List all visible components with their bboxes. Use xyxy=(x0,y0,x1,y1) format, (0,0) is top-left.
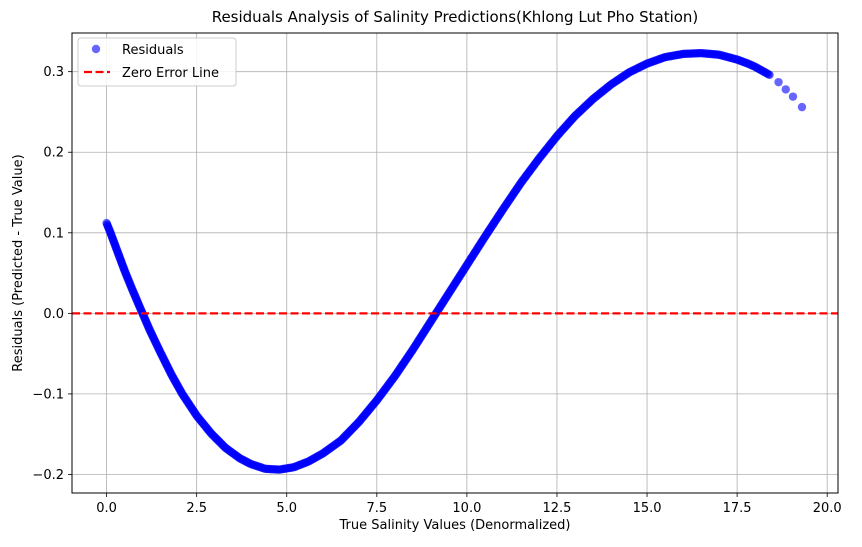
x-tick-label: 17.5 xyxy=(723,501,752,516)
y-tick-label: 0.0 xyxy=(43,307,64,322)
legend-residuals-marker xyxy=(91,44,101,54)
ticks: 0.0 2.5 5.0 7.5 10.0 12.5 15.0 17.5 20.0 −0.2 −0.1… xyxy=(32,65,841,516)
legend-zero-line-label: Zero Error Line xyxy=(122,66,219,81)
x-tick-label: 0.0 xyxy=(96,501,117,516)
residual-point xyxy=(781,85,790,94)
x-tick-label: 20.0 xyxy=(813,501,842,516)
residual-point xyxy=(797,102,807,112)
residual-point xyxy=(774,77,783,87)
legend-residuals-label: Residuals xyxy=(122,43,184,58)
x-tick-label: 7.5 xyxy=(366,501,387,516)
x-tick-label: 5.0 xyxy=(276,501,297,516)
plot-frame xyxy=(71,32,839,494)
residual-point xyxy=(765,70,774,80)
x-axis-label: True Salinity Values (Denormalized) xyxy=(339,518,571,533)
x-tick-label: 10.0 xyxy=(452,501,481,516)
x-tick-label: 12.5 xyxy=(542,501,571,516)
x-tick-label: 15.0 xyxy=(633,501,662,516)
x-tick-label: 2.5 xyxy=(186,501,207,516)
y-tick-label: −0.2 xyxy=(32,468,64,483)
y-tick-label: −0.1 xyxy=(32,387,64,402)
chart-title: Residuals Analysis of Salinity Predictio… xyxy=(212,8,699,26)
y-axis-label: Residuals (Predicted - True Value) xyxy=(11,154,26,371)
residual-point xyxy=(788,92,798,101)
grid xyxy=(72,33,838,493)
y-tick-label: 0.1 xyxy=(43,226,64,241)
y-tick-label: 0.2 xyxy=(43,146,64,161)
data-layer xyxy=(72,48,838,474)
legend: Residuals Zero Error Line xyxy=(77,37,237,87)
legend-box xyxy=(77,37,237,87)
y-tick-label: 0.3 xyxy=(43,65,64,80)
